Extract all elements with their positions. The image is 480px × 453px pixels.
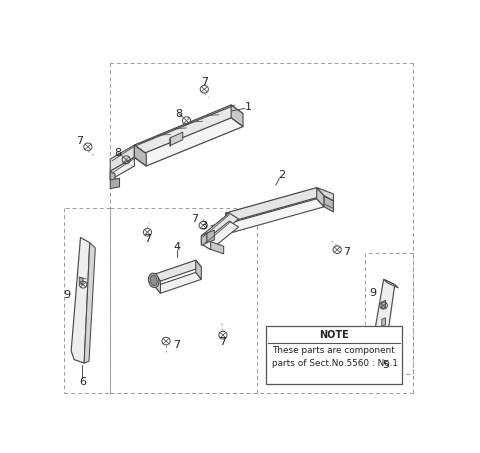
Polygon shape [134, 105, 243, 154]
Polygon shape [110, 145, 134, 171]
Text: NOTE: NOTE [320, 330, 349, 340]
Polygon shape [382, 300, 385, 309]
Polygon shape [382, 318, 385, 327]
Text: 9: 9 [63, 290, 70, 300]
Bar [266, 327, 402, 384]
Text: 7: 7 [201, 77, 208, 87]
Text: 7: 7 [344, 247, 350, 257]
Polygon shape [226, 199, 324, 232]
Text: 6: 6 [79, 376, 86, 386]
Text: 7: 7 [76, 136, 83, 146]
Text: 9: 9 [369, 288, 376, 298]
Polygon shape [324, 196, 334, 212]
Polygon shape [155, 274, 160, 293]
Polygon shape [202, 213, 239, 241]
Polygon shape [110, 171, 115, 183]
Polygon shape [211, 241, 224, 254]
Text: 1: 1 [244, 102, 252, 112]
Ellipse shape [148, 273, 159, 288]
Text: 7: 7 [191, 214, 198, 224]
Polygon shape [170, 132, 183, 146]
Polygon shape [202, 233, 207, 246]
Polygon shape [231, 105, 243, 126]
Polygon shape [226, 188, 324, 221]
Text: 7: 7 [173, 340, 180, 350]
Polygon shape [317, 188, 334, 201]
Polygon shape [110, 157, 134, 180]
Polygon shape [207, 230, 215, 243]
Polygon shape [317, 188, 324, 207]
Polygon shape [134, 145, 146, 166]
Text: 4: 4 [174, 242, 181, 252]
Text: 2: 2 [278, 170, 285, 180]
Polygon shape [202, 221, 239, 250]
Polygon shape [134, 118, 243, 166]
Polygon shape [71, 237, 90, 363]
Ellipse shape [150, 275, 157, 285]
Text: 8: 8 [176, 109, 182, 119]
Polygon shape [196, 260, 202, 280]
Polygon shape [79, 278, 83, 284]
Polygon shape [155, 260, 202, 281]
Polygon shape [374, 280, 395, 349]
Text: 7: 7 [144, 234, 151, 244]
Polygon shape [155, 272, 202, 293]
Polygon shape [384, 280, 398, 288]
Text: 8: 8 [114, 148, 121, 158]
Polygon shape [84, 243, 96, 363]
Polygon shape [202, 236, 211, 250]
Polygon shape [226, 213, 233, 221]
Text: 7: 7 [219, 337, 227, 347]
Polygon shape [226, 213, 233, 232]
Polygon shape [134, 145, 146, 166]
Text: These parts are component
parts of Sect.No.5560 : No.1: These parts are component parts of Sect.… [272, 346, 398, 368]
Text: 5: 5 [382, 360, 389, 370]
Polygon shape [110, 178, 120, 188]
Text: 3: 3 [200, 221, 207, 231]
